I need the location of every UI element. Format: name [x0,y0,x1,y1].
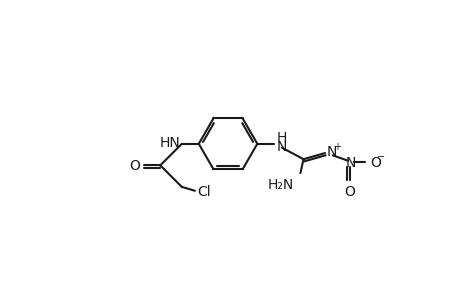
Text: −: − [376,152,384,162]
Text: O: O [343,184,354,199]
Text: O: O [369,156,381,170]
Text: HN: HN [159,136,180,150]
Text: H: H [276,130,286,145]
Text: O: O [129,159,140,173]
Text: N: N [276,140,286,154]
Text: Cl: Cl [197,184,210,199]
Text: +: + [332,142,340,152]
Text: N: N [326,145,336,159]
Text: H₂N: H₂N [268,178,294,193]
Text: N: N [345,156,355,170]
